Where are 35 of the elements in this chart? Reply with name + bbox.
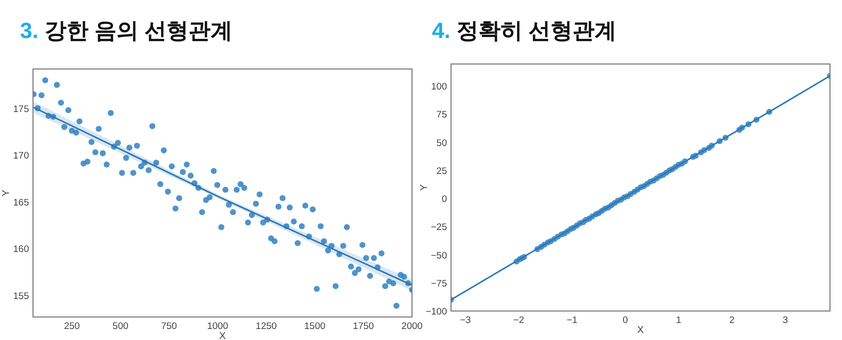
x-tick-label: 2000 [401,321,423,332]
y-tick-label: 165 [13,197,29,208]
y-tick-label: 25 [436,166,447,177]
y-tick-label: 0 [442,194,447,206]
x-tick-label: 3 [782,315,788,326]
x-tick-label: −1 [566,315,578,326]
x-tick-label: 1750 [352,321,374,332]
y-tick-label: 75 [436,110,447,121]
y-tick-label: −100 [426,306,447,318]
y-tick-label: −50 [430,250,447,262]
x-axis-title: X [219,331,226,340]
y-tick-label: 155 [13,290,29,302]
y-axis-title: Y [419,184,430,191]
chart-title: 4. 정확히 선형관계 [432,18,617,43]
x-tick-label: −3 [460,315,471,326]
x-tick-label: 500 [112,321,128,332]
y-tick-label: −75 [430,278,447,290]
x-tick-label: 1500 [304,321,326,332]
y-tick-label: 175 [13,104,29,115]
x-tick-label: −2 [513,315,524,326]
x-tick-label: 750 [161,321,177,332]
x-tick-label: 1250 [256,321,277,332]
y-tick-label: 160 [13,244,29,256]
y-tick-label: −25 [430,222,447,234]
y-tick-label: 50 [436,138,447,149]
y-tick-label: 170 [13,150,29,162]
y-tick-label: 100 [431,82,447,93]
chart-title: 3. 강한 음의 선형관계 [20,18,233,43]
x-axis-title: X [637,325,644,336]
y-axis-title: Y [1,189,12,196]
x-tick-label: 1000 [207,321,228,332]
x-tick-label: 0 [622,315,628,326]
x-tick-label: 1 [676,315,682,326]
x-tick-label: 2 [729,315,735,326]
x-tick-label: 250 [64,321,80,332]
